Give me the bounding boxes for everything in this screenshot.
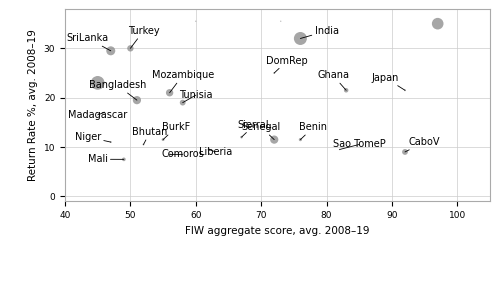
Text: DomRep: DomRep: [266, 56, 308, 73]
Text: BurkF: BurkF: [162, 122, 190, 140]
Point: [401, 149, 409, 154]
Point: [133, 98, 141, 102]
Text: India: India: [300, 26, 339, 38]
Point: [126, 46, 134, 51]
Text: Liberia: Liberia: [199, 147, 232, 157]
Text: Bangladesh: Bangladesh: [88, 80, 146, 100]
Point: [178, 100, 186, 105]
Point: [336, 147, 344, 152]
Point: [166, 152, 173, 157]
Point: [270, 71, 278, 75]
Point: [120, 157, 128, 162]
Point: [238, 135, 246, 139]
Text: Senegal: Senegal: [242, 122, 281, 140]
Text: Mali: Mali: [88, 154, 124, 164]
Point: [277, 19, 285, 24]
Text: Comoros: Comoros: [162, 149, 204, 159]
Point: [270, 137, 278, 142]
Text: Bhutan: Bhutan: [132, 127, 168, 144]
Y-axis label: Return Rate %, avg. 2008–19: Return Rate %, avg. 2008–19: [28, 29, 38, 181]
Point: [296, 137, 304, 142]
Point: [94, 81, 102, 85]
Text: Sao TomeP: Sao TomeP: [333, 139, 386, 149]
Text: Niger: Niger: [75, 132, 111, 142]
Text: SriLanka: SriLanka: [67, 33, 111, 51]
Point: [159, 137, 167, 142]
Point: [342, 88, 350, 93]
Point: [166, 90, 173, 95]
Point: [192, 19, 200, 24]
Point: [100, 110, 108, 115]
Point: [296, 36, 304, 41]
Text: Benin: Benin: [300, 122, 328, 140]
Text: Mozambique: Mozambique: [152, 70, 214, 93]
Point: [401, 88, 409, 93]
Text: SierraL: SierraL: [238, 120, 272, 137]
X-axis label: FIW aggregate score, avg. 2008–19: FIW aggregate score, avg. 2008–19: [185, 226, 370, 236]
Point: [107, 140, 115, 144]
Point: [205, 147, 213, 152]
Point: [434, 21, 442, 26]
Text: CaboV: CaboV: [405, 137, 440, 152]
Text: Ghana: Ghana: [317, 70, 349, 90]
Point: [140, 142, 147, 147]
Text: Turkey: Turkey: [128, 26, 160, 48]
Text: Japan: Japan: [372, 73, 405, 90]
Text: Tunisia: Tunisia: [179, 90, 212, 103]
Point: [107, 49, 115, 53]
Text: Madagascar: Madagascar: [68, 110, 128, 120]
